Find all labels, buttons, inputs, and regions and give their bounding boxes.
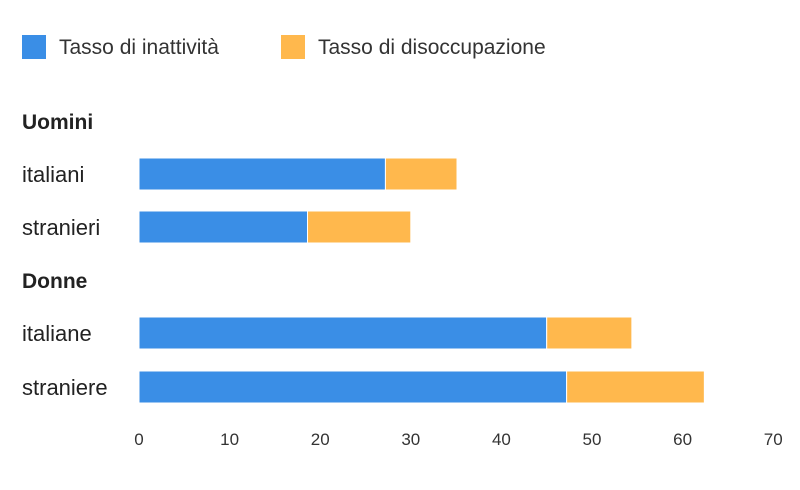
x-tick-label-4: 40 [492,430,511,449]
group-label-1: Donne [22,270,87,293]
bar-0-0-series-1 [384,157,458,191]
category-label-0-1: stranieri [22,215,100,240]
legend-swatch-0 [22,35,46,59]
group-label-0: Uomini [22,111,93,134]
x-axis: 0 10 20 30 40 50 60 70 [134,430,782,449]
bar-1-0-series-0 [138,316,548,350]
bar-1-1-series-1 [566,370,705,404]
category-label-1-0: italiane [22,321,92,346]
x-tick-label-5: 50 [583,430,602,449]
bar-1-0-series-1 [546,316,633,350]
bar-0-1-series-0 [138,210,309,244]
x-tick-label-1: 10 [220,430,239,449]
bar-1-1-series-0 [138,370,568,404]
legend-swatch-1 [281,35,305,59]
legend-label-0: Tasso di inattività [59,36,219,59]
x-tick-label-0: 0 [134,430,143,449]
bar-0-0-series-0 [138,157,386,191]
x-tick-label-3: 30 [401,430,420,449]
category-label-1-1: straniere [22,375,108,400]
x-tick-label-2: 20 [311,430,330,449]
x-tick-label-7: 70 [764,430,783,449]
category-label-0-0: italiani [22,162,84,187]
legend: Tasso di inattività Tasso di disoccupazio… [22,35,546,59]
category-labels: Uomini italiani stranieri Donne italiane stra… [22,111,108,400]
bars [138,157,705,404]
legend-label-1: Tasso di disoccupazione [318,36,546,59]
bar-0-1-series-1 [307,210,412,244]
x-tick-label-6: 60 [673,430,692,449]
